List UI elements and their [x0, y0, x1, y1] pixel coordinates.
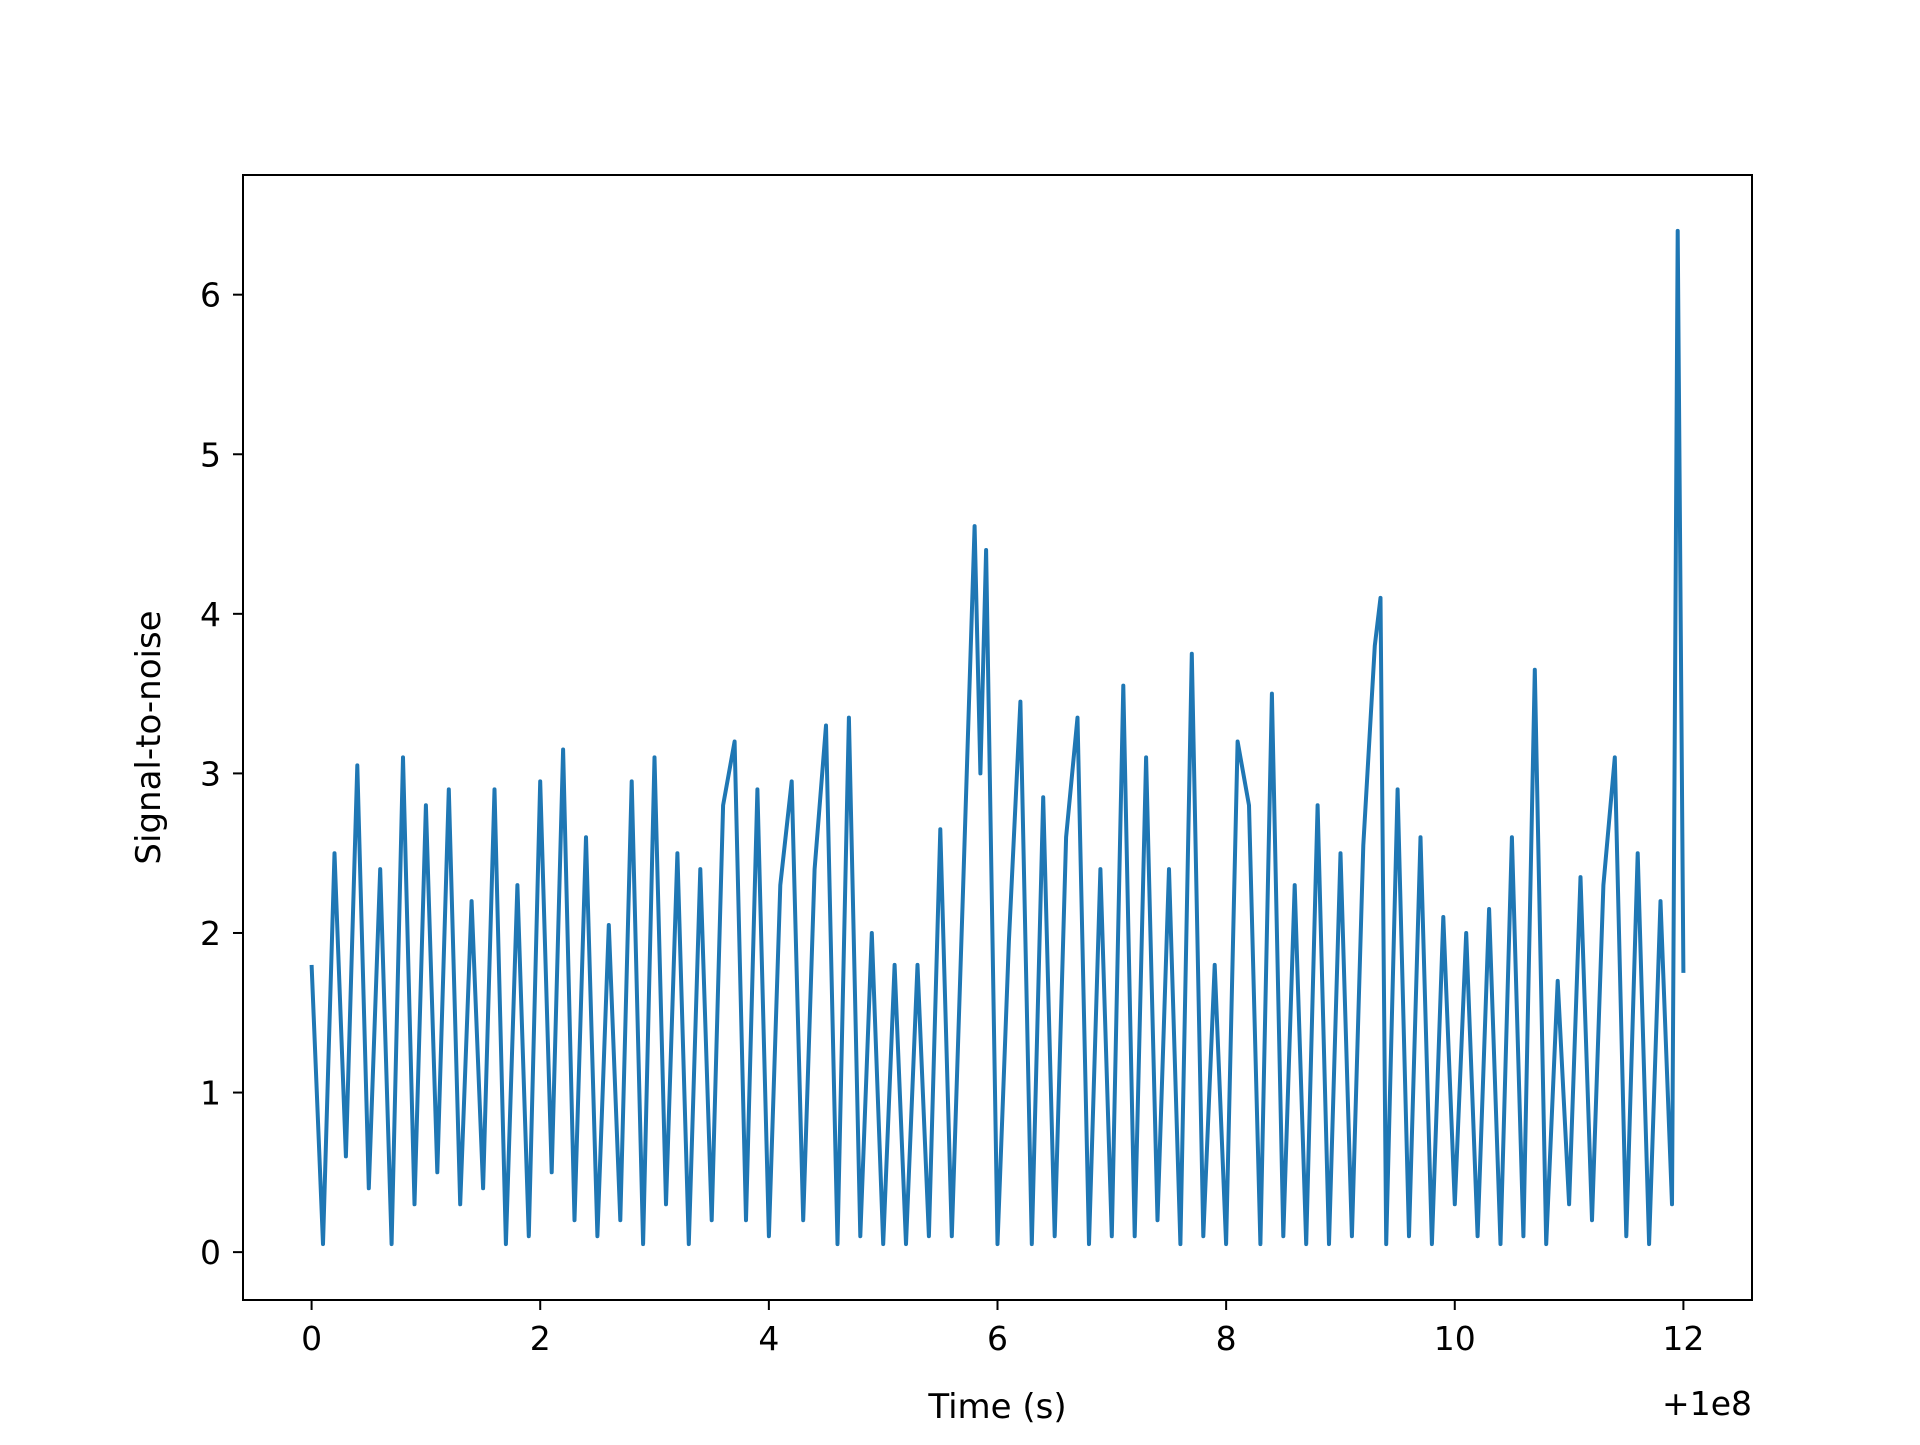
x-axis-label: Time (s): [927, 1387, 1066, 1427]
x-tick-label: 10: [1434, 1319, 1476, 1358]
x-axis-ticks: 0 2 4 6 8 10 12: [301, 1300, 1704, 1358]
y-tick-label: 6: [200, 276, 221, 315]
series-line: [309, 228, 1686, 1247]
x-tick-label: 0: [301, 1319, 322, 1358]
plot-frame: [242, 174, 1753, 1301]
x-tick-label: 4: [758, 1319, 779, 1358]
series-layer: [309, 228, 1686, 1247]
x-tick-label: 2: [530, 1319, 551, 1358]
y-tick-label: 5: [200, 435, 221, 474]
y-tick-label: 4: [200, 595, 221, 634]
y-tick-label: 2: [200, 914, 221, 953]
y-tick-label: 0: [200, 1233, 221, 1272]
x-tick-label: 12: [1662, 1319, 1704, 1358]
x-tick-label: 6: [987, 1319, 1008, 1358]
y-tick-label: 1: [200, 1074, 221, 1113]
y-axis-label: Signal-to-noise: [129, 610, 169, 864]
x-axis-offset-label: +1e8: [1662, 1384, 1752, 1423]
x-tick-label: 8: [1216, 1319, 1237, 1358]
y-axis-ticks: 0 1 2 3 4 5 6: [200, 276, 243, 1272]
y-tick-label: 3: [200, 754, 221, 793]
